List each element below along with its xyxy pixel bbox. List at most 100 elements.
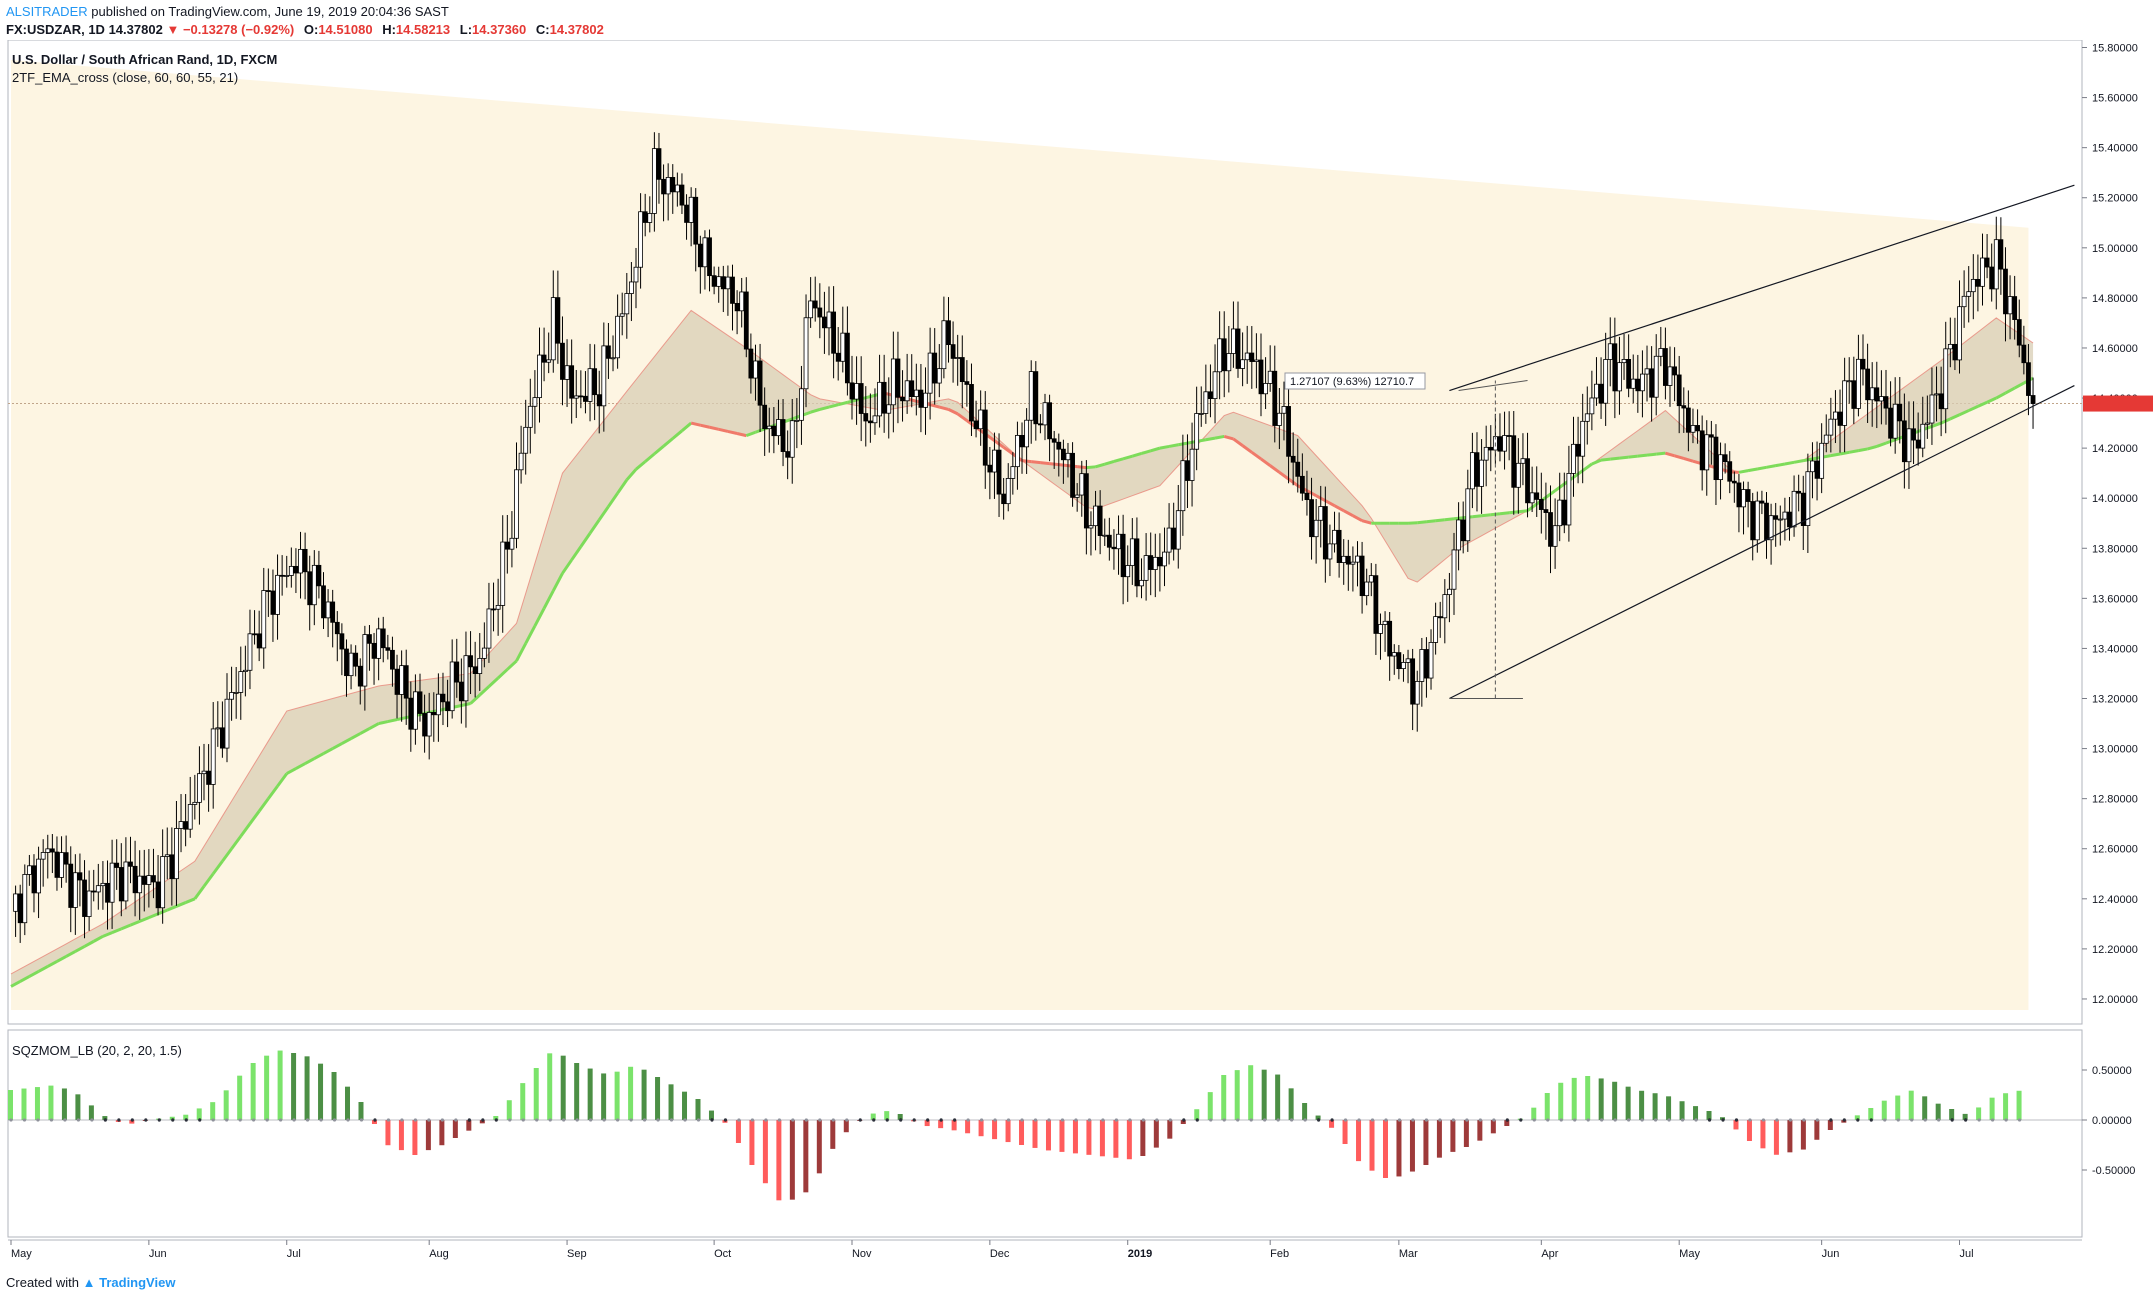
candle-body xyxy=(1810,460,1815,473)
candle-body xyxy=(1134,538,1140,587)
candle-body xyxy=(1074,494,1080,498)
ema-slow-segment xyxy=(561,559,573,575)
candle-body xyxy=(316,564,322,587)
candle-body xyxy=(1920,423,1926,449)
candle-body xyxy=(812,300,818,309)
ema-slow-segment xyxy=(2004,386,2016,395)
last-price-marker xyxy=(2083,395,2153,412)
candle-body xyxy=(1221,338,1227,372)
candle-body xyxy=(642,211,648,223)
momentum-bar xyxy=(735,1120,741,1143)
candle-body xyxy=(959,357,965,383)
momentum-bar xyxy=(1032,1120,1038,1148)
ema-slow-segment xyxy=(1113,457,1124,463)
ema-slow-segment xyxy=(1150,446,1161,453)
candle-body xyxy=(753,360,758,379)
candle-body xyxy=(1203,391,1209,414)
candle-body xyxy=(1640,373,1645,392)
momentum-bar xyxy=(1315,1115,1321,1120)
candle-body xyxy=(1759,500,1765,504)
momentum-pane[interactable] xyxy=(7,1029,2083,1238)
candle-body xyxy=(376,628,382,659)
candle-body xyxy=(132,865,138,894)
candle-body xyxy=(1488,446,1494,451)
price-tick-label: 12.60000 xyxy=(2092,844,2138,856)
ema-slow-segment xyxy=(1260,457,1272,467)
candle-body xyxy=(1708,434,1714,438)
ema-slow-segment xyxy=(1858,447,1868,453)
momentum-bar xyxy=(574,1063,580,1120)
high-label: H: xyxy=(382,22,396,37)
candle-body xyxy=(1102,534,1108,537)
candle-body xyxy=(1047,402,1052,440)
ema-slow-segment xyxy=(653,445,665,456)
candle-body xyxy=(123,861,129,902)
candle-body xyxy=(1332,529,1337,545)
candle-body xyxy=(1993,239,1999,290)
candle-body xyxy=(840,332,846,362)
candle-body xyxy=(77,872,83,881)
price-tick-label: 13.60000 xyxy=(2092,593,2138,605)
candle-body xyxy=(518,452,524,471)
price-tick-label: 15.80000 xyxy=(2092,43,2138,55)
momentum-bar xyxy=(1463,1120,1469,1147)
author-link[interactable]: ALSITRADER xyxy=(6,4,88,19)
ema-slow-segment xyxy=(1747,467,1758,473)
candle-body xyxy=(26,865,32,875)
candle-body xyxy=(1745,489,1751,502)
candle-body xyxy=(1718,454,1723,481)
ema-slow-segment xyxy=(828,403,839,409)
candle-body xyxy=(941,320,947,370)
momentum-pane-frame xyxy=(7,1029,2083,1238)
candle-body xyxy=(1699,430,1705,471)
candle-body xyxy=(527,405,533,428)
candle-body xyxy=(1502,435,1507,452)
candle-body xyxy=(1019,434,1025,448)
chart-canvas[interactable]: 15.80000 15.60000 15.40000 15.20000 15.00000… xyxy=(0,40,2156,1275)
candle-body xyxy=(1906,428,1912,463)
momentum-bar xyxy=(1639,1090,1645,1120)
candle-body xyxy=(877,381,882,417)
candle-body xyxy=(606,345,611,359)
candle-body xyxy=(1276,412,1282,426)
momentum-bar xyxy=(183,1114,189,1120)
price-pane[interactable] xyxy=(7,40,2083,1025)
candle-body xyxy=(872,415,878,424)
ema-slow-segment xyxy=(616,478,629,495)
candle-body xyxy=(187,804,193,830)
ema-slow-segment xyxy=(1122,454,1133,461)
candle-body xyxy=(54,851,60,878)
ema-slow-segment xyxy=(322,747,334,755)
candle-body xyxy=(1924,422,1930,425)
candle-body xyxy=(950,344,956,359)
momentum-bar xyxy=(1746,1120,1752,1141)
candle-body xyxy=(307,571,313,606)
ema-slow-segment xyxy=(19,975,31,983)
ema-slow-segment xyxy=(1342,509,1354,518)
candle-body xyxy=(1258,359,1264,395)
momentum-bar xyxy=(345,1086,351,1120)
ema-slow-segment xyxy=(56,955,67,963)
tradingview-brand[interactable]: TradingView xyxy=(99,1275,176,1290)
ema-slow-segment xyxy=(10,980,21,988)
candle-body xyxy=(900,396,905,402)
candle-body xyxy=(1060,448,1066,461)
ema-slow-segment xyxy=(497,668,509,680)
candle-body xyxy=(1088,525,1094,529)
ema-slow-segment xyxy=(551,572,564,592)
candle-body xyxy=(629,281,634,294)
momentum-bar xyxy=(1261,1069,1267,1120)
time-tick-label: May xyxy=(1679,1248,1700,1260)
tradingview-logo-icon[interactable]: ▲ xyxy=(82,1275,96,1290)
ema-slow-segment xyxy=(1977,400,1988,408)
candle-body xyxy=(1529,492,1535,504)
ema-slow-segment xyxy=(1968,405,1979,412)
candle-body xyxy=(1690,425,1696,433)
candle-body xyxy=(610,357,616,360)
candle-body xyxy=(546,359,552,363)
candle-body xyxy=(426,712,432,737)
time-tick-label: Apr xyxy=(1541,1248,1558,1260)
momentum-bar xyxy=(1382,1120,1388,1178)
candle-body xyxy=(486,608,492,649)
momentum-bar xyxy=(1126,1120,1132,1160)
